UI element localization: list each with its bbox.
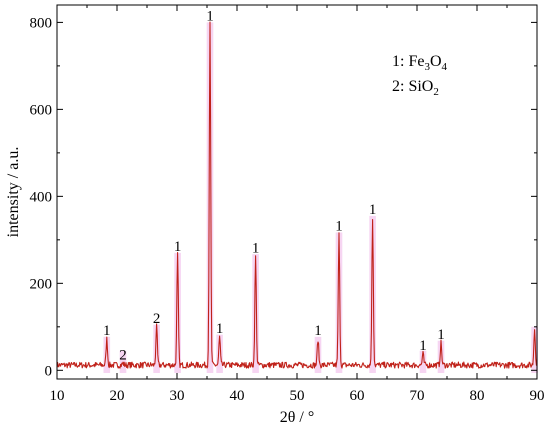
peak-label: 1 — [369, 202, 377, 218]
x-tick-label: 10 — [50, 388, 65, 404]
y-tick-label: 200 — [30, 276, 53, 292]
tick-layer: 10 20 30 40 50 60 70 80 90 0 200 400 600 800 — [30, 5, 545, 404]
y-tick-label: 0 — [45, 363, 53, 379]
peak-label: 2 — [119, 347, 127, 363]
peak-highlight — [369, 215, 376, 373]
peak-highlight — [314, 336, 322, 373]
x-tick-label: 40 — [230, 388, 245, 404]
pattern-line — [56, 21, 538, 369]
peak-highlight — [153, 324, 160, 373]
axes-layer — [56, 4, 538, 380]
peak-highlight — [252, 254, 259, 373]
peak-label: 1 — [335, 219, 343, 235]
peak-highlight — [531, 326, 538, 373]
x-tick-label: 60 — [350, 388, 365, 404]
peak-highlight — [103, 336, 111, 373]
x-tick-label: 50 — [290, 388, 305, 404]
peak-label: 1 — [174, 239, 182, 255]
pattern-line-layer — [56, 21, 538, 369]
y-tick-label: 400 — [30, 189, 53, 205]
x-tick-label: 20 — [110, 388, 125, 404]
peak-highlight — [419, 350, 427, 373]
legend: 1: Fe3O4 2: SiO2 — [392, 53, 448, 98]
peak-highlight — [437, 340, 445, 373]
peak-highlight — [174, 252, 181, 373]
plot-frame — [56, 4, 538, 380]
x-tick-label: 30 — [170, 388, 185, 404]
x-axis-label: 2θ / ° — [280, 409, 315, 426]
peak-label: 1 — [419, 338, 427, 354]
y-tick-label: 800 — [30, 15, 53, 31]
peak-label: 1 — [252, 240, 260, 256]
y-tick-label: 600 — [30, 102, 53, 118]
legend-entry: 1: Fe3O4 — [392, 53, 448, 73]
y-axis-label: intensity / a.u. — [5, 147, 22, 238]
peak-label: 1 — [314, 323, 322, 339]
x-tick-label: 90 — [530, 388, 545, 404]
peak-highlight — [335, 232, 343, 373]
x-tick-label: 70 — [410, 388, 425, 404]
x-tick-label: 80 — [470, 388, 485, 404]
peak-label: 1 — [103, 323, 111, 339]
legend-entry: 2: SiO2 — [392, 78, 439, 98]
peak-label: 1 — [206, 9, 214, 25]
peak-highlight — [216, 334, 223, 373]
peak-highlight-layer — [103, 22, 538, 373]
peak-label: 2 — [153, 311, 161, 327]
peak-label: 1 — [437, 327, 445, 343]
peak-highlight — [206, 22, 214, 373]
peak-label: 1 — [216, 321, 224, 337]
